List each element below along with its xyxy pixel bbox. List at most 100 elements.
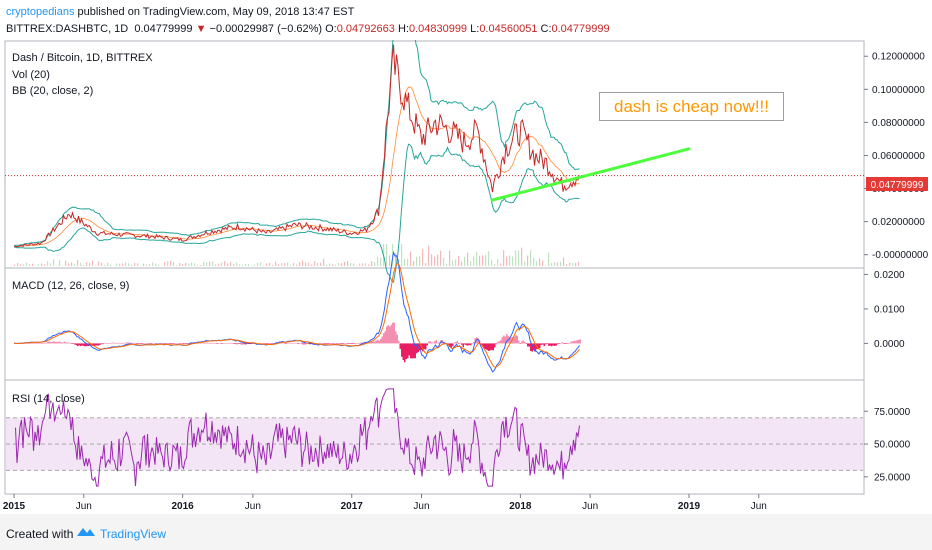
macd-histogram-bar	[539, 343, 541, 349]
macd-histogram-bar	[122, 343, 124, 344]
macd-histogram-bar	[485, 343, 487, 350]
volume-bar	[107, 262, 109, 266]
macd-histogram-bar	[549, 343, 551, 346]
macd-histogram-bar	[456, 341, 458, 344]
macd-histogram-bar	[525, 343, 527, 345]
macd-histogram-bar	[242, 343, 244, 345]
volume-bar	[404, 258, 406, 266]
last-price: 0.04779999	[134, 23, 193, 35]
macd-histogram-bar	[243, 343, 245, 345]
volume-bar	[242, 264, 244, 266]
macd-histogram-bar	[503, 335, 505, 344]
macd-histogram-bar	[413, 343, 415, 359]
volume-bar	[557, 262, 559, 266]
macd-histogram-bar	[29, 343, 31, 344]
volume-bar	[110, 264, 112, 266]
author-link[interactable]: cryptopedians	[6, 6, 75, 18]
chart-canvas[interactable]: 2015 Jun 2016 Jun 2017 Jun 2018 Jun 2019 Jun 0.120…	[0, 40, 932, 514]
macd-histogram-bar	[231, 343, 233, 344]
volume-bar	[203, 261, 205, 266]
macd-histogram-bar	[473, 342, 475, 344]
macd-histogram-bar	[120, 343, 122, 344]
annotation-note[interactable]: dash is cheap now!!!	[599, 92, 784, 121]
volume-bar	[317, 262, 319, 266]
macd-histogram-bar	[455, 341, 457, 344]
macd-histogram-bar	[468, 343, 470, 346]
volume-bar	[143, 263, 145, 266]
macd-histogram-bar	[486, 343, 488, 351]
volume-bar	[377, 256, 379, 266]
trend-line	[490, 147, 691, 202]
macd-histogram-bar	[270, 343, 272, 345]
macd-histogram-bar	[359, 343, 361, 344]
volume-bar	[104, 264, 106, 266]
macd-histogram-bar	[164, 343, 166, 345]
macd-histogram-bar	[266, 343, 268, 345]
macd-histogram-bar	[224, 343, 226, 344]
volume-bar	[179, 263, 181, 266]
bb-basis-line	[13, 86, 580, 247]
legend-title: Dash / Bitcoin, 1D, BITTREX	[12, 52, 153, 64]
macd-histogram-bar	[332, 343, 334, 345]
macd-histogram-bar	[96, 343, 98, 346]
macd-histogram-bar	[324, 343, 326, 345]
volume-bar	[137, 263, 139, 266]
macd-histogram-bar	[399, 343, 401, 349]
macd-histogram-bar	[329, 343, 331, 345]
macd-histogram-bar	[389, 326, 391, 344]
volume-bar	[251, 265, 253, 266]
volume-bar	[491, 259, 493, 266]
macd-histogram-bar	[431, 342, 433, 344]
macd-histogram-bar	[230, 342, 232, 344]
volume-bar	[407, 258, 409, 266]
x-tick-label: Jun	[751, 501, 767, 512]
macd-histogram-bar	[567, 343, 569, 344]
macd-histogram-bar	[219, 343, 221, 344]
macd-histogram-bar	[410, 343, 412, 359]
macd-histogram-bar	[41, 343, 43, 344]
volume-bar	[38, 264, 40, 266]
macd-histogram-bar	[162, 343, 164, 345]
macd-histogram-bar	[344, 343, 346, 344]
price-tag-label: 0.04779999	[871, 180, 924, 191]
volume-bar	[422, 249, 424, 266]
volume-bar	[65, 260, 67, 266]
legend-macd: MACD (12, 26, close, 9)	[12, 280, 129, 292]
tradingview-brand[interactable]: TradingView	[100, 527, 167, 541]
volume-bar	[509, 255, 511, 266]
macd-histogram-bar	[140, 343, 142, 345]
macd-histogram-bar	[65, 342, 67, 344]
macd-histogram-bar	[93, 343, 95, 346]
macd-histogram-bar	[200, 342, 202, 344]
volume-bar	[23, 264, 25, 266]
macd-histogram-bar	[269, 343, 271, 344]
macd-histogram-bar	[180, 343, 182, 344]
macd-histogram-bar	[71, 343, 73, 345]
volume-bar	[125, 262, 127, 266]
macd-histogram-bar	[287, 342, 289, 344]
volume-bar	[524, 261, 526, 266]
chart-header: cryptopedians published on TradingView.c…	[0, 0, 932, 40]
volume-bar	[281, 263, 283, 266]
macd-histogram-bar	[504, 336, 506, 344]
close-value: 0.04779999	[551, 23, 610, 35]
x-tick-label: 2018	[509, 501, 532, 512]
macd-histogram-bar	[285, 343, 287, 345]
volume-bar	[218, 263, 220, 266]
macd-histogram-bar	[377, 339, 379, 344]
macd-histogram-bar	[422, 343, 424, 352]
macd-histogram-bar	[453, 342, 455, 344]
macd-histogram-bar	[72, 343, 74, 345]
rsi-line	[15, 388, 580, 487]
macd-histogram-bar	[528, 343, 530, 347]
macd-histogram-bar	[452, 343, 454, 347]
macd-histogram-bar	[141, 343, 143, 345]
volume-bar	[518, 250, 520, 266]
macd-histogram-bar	[240, 343, 242, 345]
macd-histogram-bar	[173, 343, 175, 345]
macd-histogram-bar	[326, 343, 328, 345]
volume-bar	[389, 255, 391, 266]
macd-histogram-bar	[560, 343, 562, 344]
macd-histogram-bar	[542, 343, 544, 345]
macd-histogram-bar	[459, 342, 461, 344]
